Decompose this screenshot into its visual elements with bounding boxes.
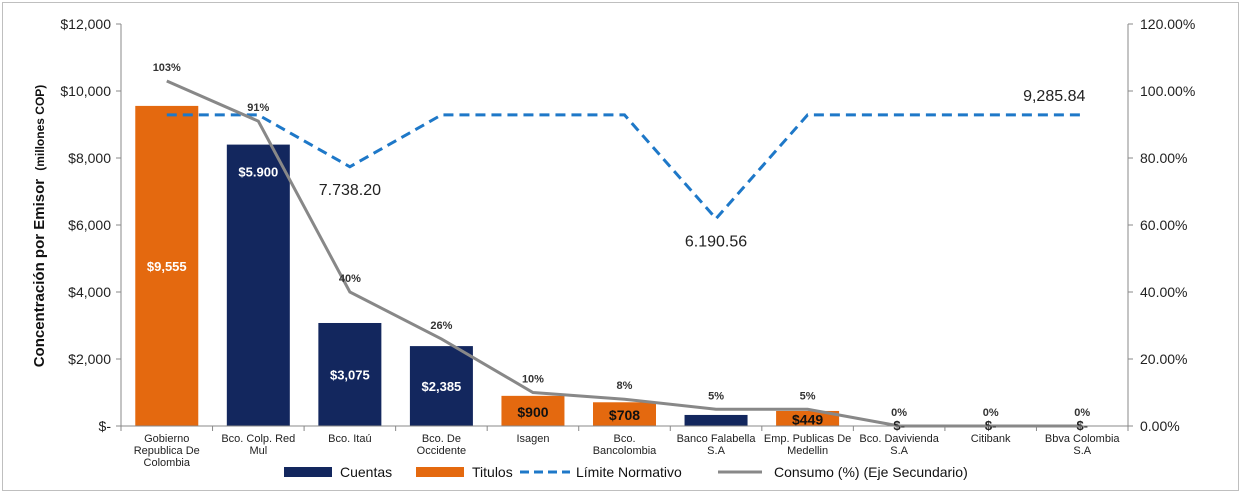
consumo-pct-label: 26% bbox=[430, 320, 452, 332]
x-category-label: Bco. De Occidente bbox=[417, 433, 467, 457]
x-category-label-line: Bancolombia bbox=[593, 445, 657, 457]
x-category-label-line: Bco. Davivienda bbox=[859, 433, 939, 445]
limite-value-label: 6.190.56 bbox=[685, 234, 747, 251]
consumo-pct-label: 0% bbox=[891, 407, 907, 419]
consumo-pct-label: 5% bbox=[708, 390, 724, 402]
x-category-label: Bco. Itaú bbox=[328, 433, 371, 445]
x-category-label-line: Citibank bbox=[971, 433, 1011, 445]
limite-normativo-line bbox=[166, 113, 1083, 221]
y2-tick-label: 20.00% bbox=[1140, 351, 1187, 367]
x-category-label: Bco. Colp. Red Mul bbox=[221, 433, 295, 457]
x-category-label-line: Bco. Itaú bbox=[328, 433, 371, 445]
x-category-label: Bco. Bancolombia bbox=[593, 433, 657, 457]
legend-swatch-cuentas bbox=[284, 467, 332, 477]
consumo-pct-label: 0% bbox=[983, 407, 999, 419]
legend-label: Consumo (%) (Eje Secundario) bbox=[774, 464, 968, 480]
limite-value-label: 9,285.84 bbox=[1023, 88, 1085, 105]
consumo-pct-label: 10% bbox=[522, 374, 544, 386]
x-category-label-line: Mul bbox=[249, 445, 267, 457]
y2-tick-label: 0.00% bbox=[1140, 418, 1180, 434]
y2-tick-label: 100.00% bbox=[1140, 83, 1195, 99]
consumo-pct-label: 40% bbox=[339, 273, 361, 285]
bar-value-label: $708 bbox=[609, 407, 640, 423]
x-category-label: Emp. Publicas De Medellin bbox=[764, 433, 851, 457]
x-category-label-line: Emp. Publicas De bbox=[764, 433, 851, 445]
x-category-label-line: Gobierno bbox=[144, 433, 189, 445]
consumo-pct-label: 91% bbox=[247, 102, 269, 114]
bar-cuentas bbox=[409, 346, 473, 426]
y-axis-title: Concentración por Emisor (millones COP) bbox=[31, 85, 48, 368]
legend-label: Titulos bbox=[472, 464, 513, 480]
x-category-label-line: S.A bbox=[707, 445, 725, 457]
legend-label: Límite Normativo bbox=[576, 464, 682, 480]
y-tick-label: $10,000 bbox=[60, 83, 111, 99]
bar-value-label: $900 bbox=[517, 404, 548, 420]
consumo-pct-label: 103% bbox=[153, 62, 181, 74]
x-category-label: Banco Falabella S.A bbox=[677, 433, 757, 457]
bar-value-label: $3,075 bbox=[330, 367, 370, 382]
bar-value-label: $449 bbox=[792, 411, 823, 427]
y2-tick-label: 120.00% bbox=[1140, 16, 1195, 32]
x-category-label: Bbva Colombia S.A bbox=[1045, 433, 1120, 457]
legend-label: Cuentas bbox=[340, 464, 392, 480]
y-tick-label: $- bbox=[99, 418, 112, 434]
bar-titulos bbox=[135, 105, 199, 426]
consumo-line bbox=[166, 79, 1083, 428]
bar-value-label: $2,385 bbox=[422, 379, 462, 394]
y-tick-label: $6,000 bbox=[68, 217, 111, 233]
x-category-label: Gobierno Republica De Colombia bbox=[134, 433, 200, 469]
y-tick-label: $8,000 bbox=[68, 150, 111, 166]
bar-titulos bbox=[501, 395, 565, 426]
consumo-pct-label: 8% bbox=[617, 380, 633, 392]
bar-titulos bbox=[776, 410, 840, 426]
x-category-label-line: Bco. bbox=[613, 433, 635, 445]
x-category-label-line: Bco. De bbox=[422, 433, 461, 445]
y2-tick-label: 80.00% bbox=[1140, 150, 1187, 166]
x-category-label: Bco. Davivienda S.A bbox=[859, 433, 939, 457]
x-category-label-line: Occidente bbox=[417, 445, 467, 457]
bar-cuentas bbox=[226, 144, 290, 426]
y2-tick-label: 60.00% bbox=[1140, 217, 1187, 233]
x-category-label-line: Banco Falabella bbox=[677, 433, 757, 445]
bar-value-label: $9,555 bbox=[147, 259, 187, 274]
legend-swatch-titulos bbox=[416, 467, 464, 477]
consumo-pct-label: 0% bbox=[1074, 407, 1090, 419]
y-tick-label: $4,000 bbox=[68, 284, 111, 300]
y-tick-label: $12,000 bbox=[60, 16, 111, 32]
y-tick-label: $2,000 bbox=[68, 351, 111, 367]
x-category-label-line: Bco. Colp. Red bbox=[221, 433, 295, 445]
bar-cuentas bbox=[318, 322, 382, 426]
bar-cuentas bbox=[684, 414, 748, 426]
x-category-label-line: S.A bbox=[890, 445, 908, 457]
x-category-label-line: Medellin bbox=[787, 445, 828, 457]
x-category-label-line: S.A bbox=[1073, 445, 1091, 457]
bar-titulos bbox=[593, 402, 656, 426]
bar-value-label: $5.900 bbox=[238, 165, 278, 180]
x-category-label: Citibank bbox=[971, 433, 1011, 445]
limite-value-label: 7.738.20 bbox=[319, 182, 381, 199]
x-category-label-line: Republica De bbox=[134, 445, 200, 457]
consumo-pct-label: 5% bbox=[800, 390, 816, 402]
x-category-label: Isagen bbox=[516, 433, 549, 445]
x-category-label-line: Bbva Colombia bbox=[1045, 433, 1120, 445]
x-category-label-line: Isagen bbox=[516, 433, 549, 445]
x-category-label-line: Colombia bbox=[144, 457, 191, 469]
y2-tick-label: 40.00% bbox=[1140, 284, 1187, 300]
